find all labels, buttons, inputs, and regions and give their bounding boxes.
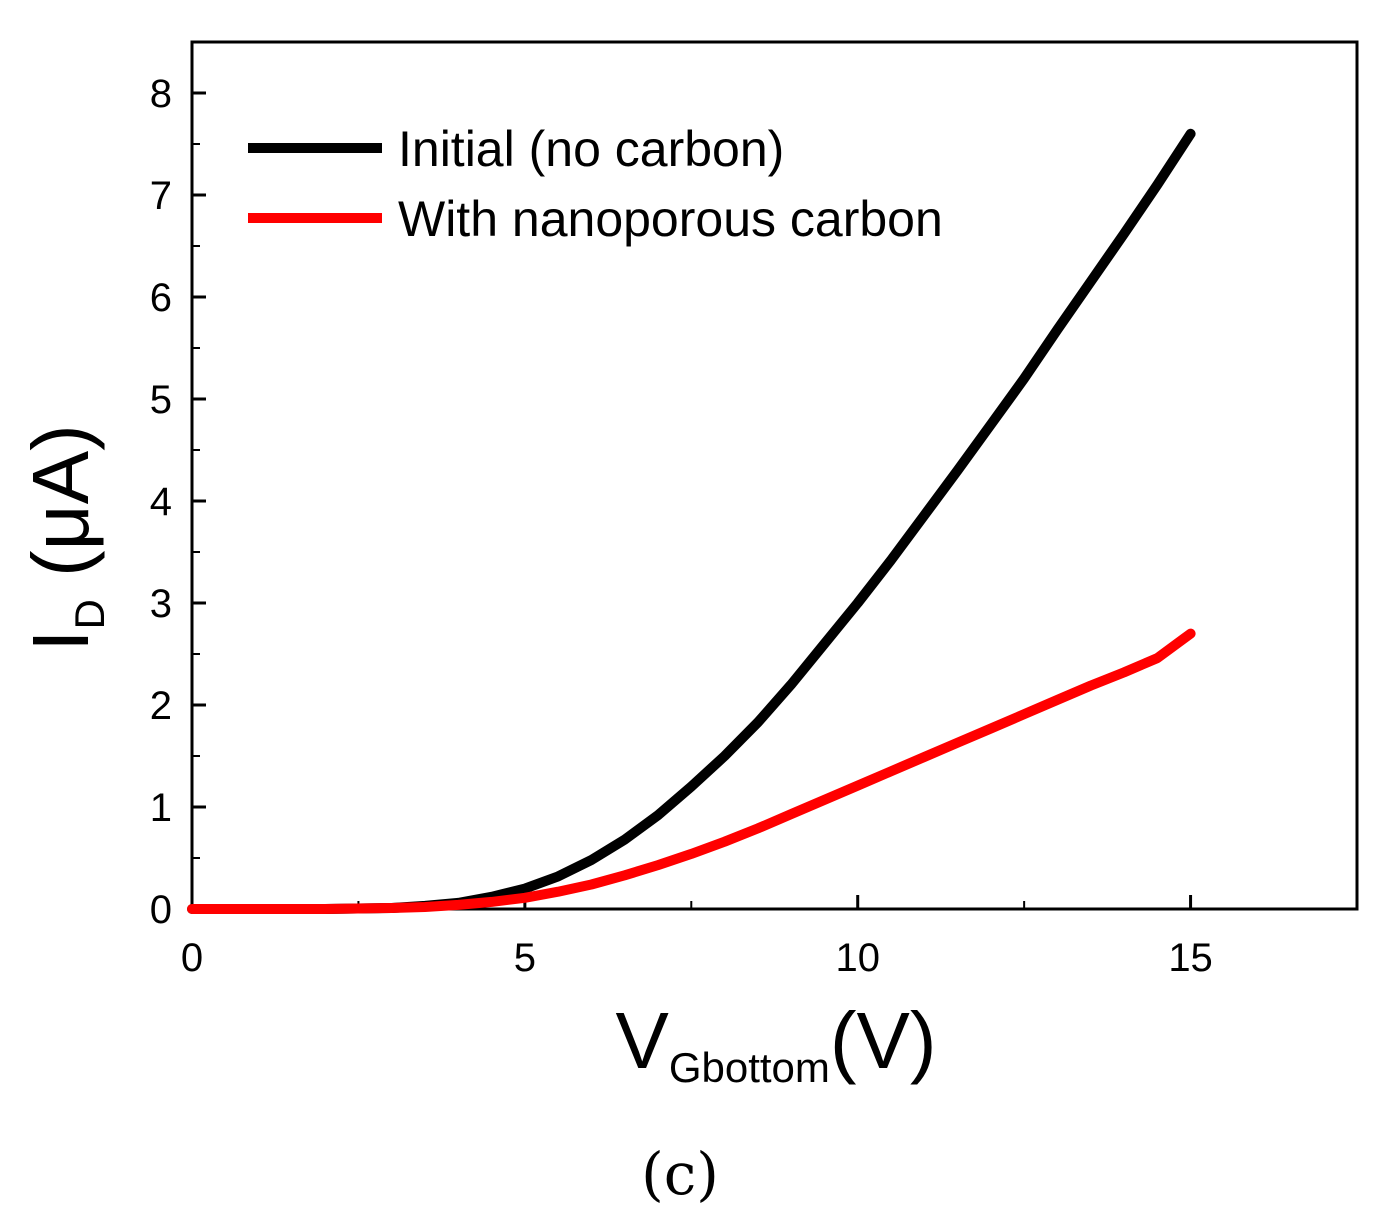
x-axis-title-main: V <box>615 996 669 1085</box>
x-tick-label: 5 <box>514 936 536 980</box>
y-tick-label: 8 <box>150 72 172 116</box>
legend-label-nanoporous: With nanoporous carbon <box>398 191 943 247</box>
y-tick-label: 5 <box>150 378 172 422</box>
y-tick-label: 3 <box>150 582 172 626</box>
y-axis-title-unit: (μA) <box>16 424 105 599</box>
chart: 0 5 10 15 0 1 2 3 4 5 6 7 8 Initial (no carbon) Wit… <box>16 40 1359 1091</box>
y-tick-label: 1 <box>150 786 172 830</box>
x-axis-title: VGbottom(V) <box>615 996 936 1091</box>
plot-frame <box>190 40 1359 911</box>
x-tick-labels: 0 5 10 15 <box>181 936 1213 980</box>
x-tick-label: 15 <box>1168 936 1213 980</box>
series-line-initial <box>187 128 1196 914</box>
series-line-nanoporous <box>187 628 1196 914</box>
series-lines <box>187 128 1196 914</box>
y-axis-title-main: I <box>16 630 105 652</box>
x-tick-label: 0 <box>181 936 203 980</box>
y-tick-label: 0 <box>150 888 172 932</box>
y-tick-labels: 0 1 2 3 4 5 6 7 8 <box>150 72 172 932</box>
legend-label-initial: Initial (no carbon) <box>398 121 784 177</box>
panel-caption: (c) <box>641 1140 719 1208</box>
y-tick-label: 4 <box>150 480 172 524</box>
legend: Initial (no carbon) With nanoporous carb… <box>248 121 943 247</box>
x-axis-title-subscript: Gbottom <box>669 1044 830 1091</box>
y-tick-label: 2 <box>150 684 172 728</box>
y-axis-title-subscript: D <box>66 599 113 629</box>
x-tick-label: 10 <box>835 936 880 980</box>
y-tick-label: 7 <box>150 174 172 218</box>
y-axis-title: ID (μA) <box>16 424 113 652</box>
x-axis-title-unit: (V) <box>830 996 937 1085</box>
y-tick-label: 6 <box>150 276 172 320</box>
